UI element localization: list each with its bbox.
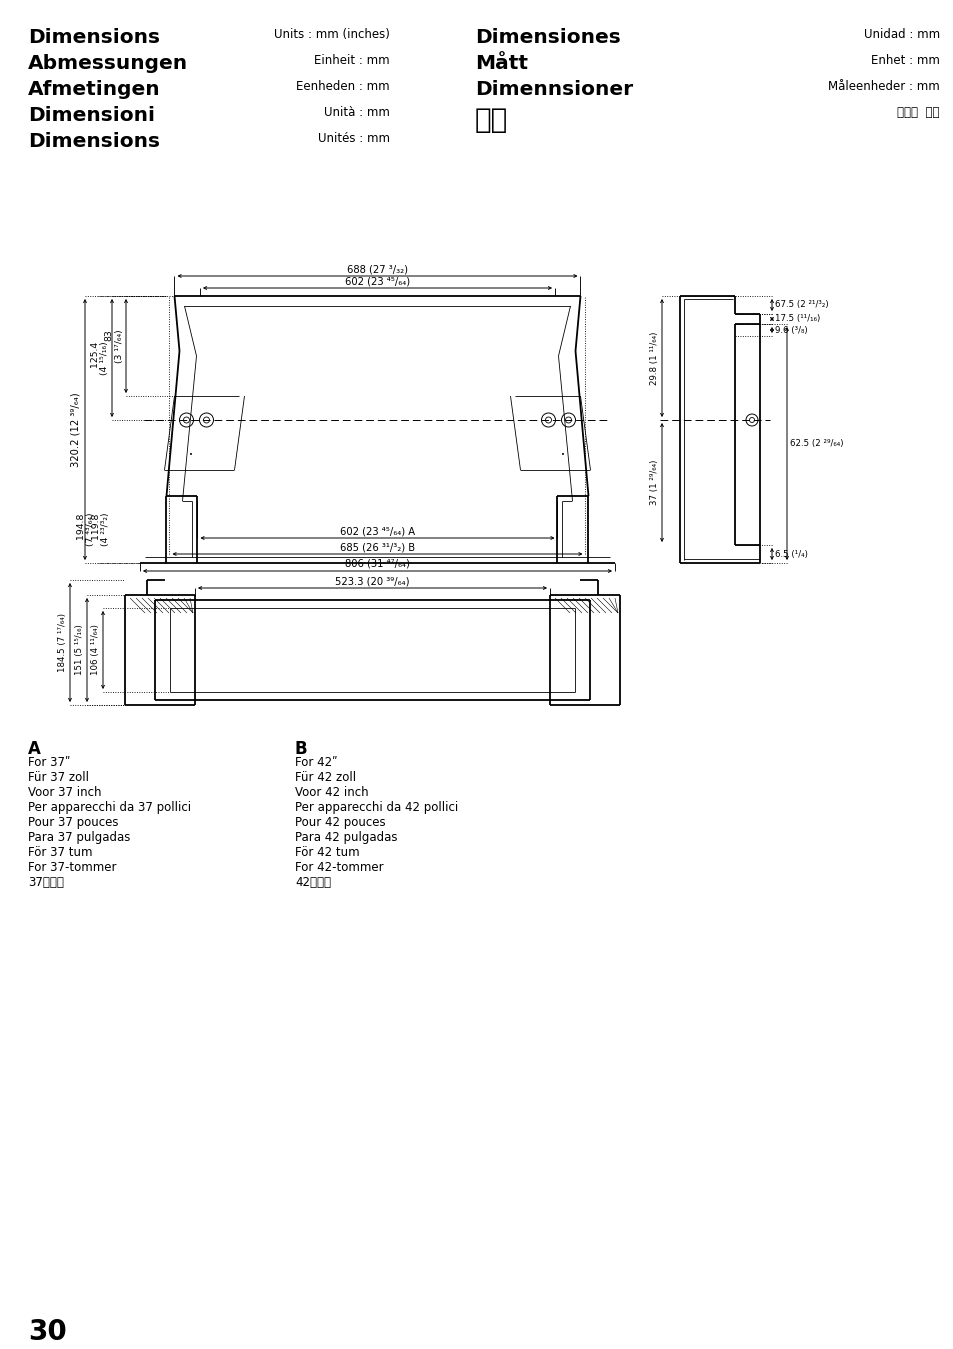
Text: Abmessungen: Abmessungen: [28, 54, 188, 73]
Text: Für 42 zoll: Für 42 zoll: [294, 772, 355, 784]
Text: 119.8
(4 ²³/³₂): 119.8 (4 ²³/³₂): [91, 513, 110, 546]
Text: Mått: Mått: [475, 54, 527, 73]
Text: Para 37 pulgadas: Para 37 pulgadas: [28, 831, 131, 844]
Text: 194.8
(7 ⁴³/₆₄): 194.8 (7 ⁴³/₆₄): [75, 513, 95, 546]
Text: Dimennsioner: Dimennsioner: [475, 80, 633, 98]
Text: Per apparecchi da 37 pollici: Per apparecchi da 37 pollici: [28, 801, 191, 813]
Text: 106 (4 ¹¹/₆₄): 106 (4 ¹¹/₆₄): [91, 625, 100, 676]
Text: 42英寸时: 42英寸时: [294, 876, 331, 889]
Text: 83
(3 ¹⁷/₆₄): 83 (3 ¹⁷/₆₄): [105, 329, 124, 363]
Text: Dimensioni: Dimensioni: [28, 107, 154, 125]
Text: •: •: [561, 452, 565, 459]
Text: För 37 tum: För 37 tum: [28, 846, 92, 859]
Text: 602 (23 ⁴⁵/₆₄): 602 (23 ⁴⁵/₆₄): [345, 277, 410, 286]
Text: Voor 42 inch: Voor 42 inch: [294, 786, 368, 799]
Text: B: B: [294, 741, 307, 758]
Text: För 42 tum: För 42 tum: [294, 846, 359, 859]
Text: 29.8 (1 ¹¹/₆₄): 29.8 (1 ¹¹/₆₄): [649, 332, 659, 384]
Text: 151 (5 ¹⁵/₁₆): 151 (5 ¹⁵/₁₆): [75, 625, 84, 676]
Text: 17.5 (¹¹/₁₆): 17.5 (¹¹/₁₆): [774, 314, 820, 324]
Text: 37 (1 ²⁹/₆₄): 37 (1 ²⁹/₆₄): [649, 460, 659, 505]
Text: 6.5 (¹/₄): 6.5 (¹/₄): [774, 549, 807, 558]
Text: Eenheden : mm: Eenheden : mm: [296, 80, 390, 93]
Text: Pour 37 pouces: Pour 37 pouces: [28, 816, 118, 830]
Text: 37英寸时: 37英寸时: [28, 876, 64, 889]
Text: Units : mm (inches): Units : mm (inches): [274, 28, 390, 40]
Text: Måleenheder : mm: Måleenheder : mm: [827, 80, 939, 93]
Text: Enhet : mm: Enhet : mm: [870, 54, 939, 67]
Text: Unidad : mm: Unidad : mm: [863, 28, 939, 40]
Text: 单位：  毫米: 单位： 毫米: [897, 107, 939, 119]
Text: For 37ʺ: For 37ʺ: [28, 755, 71, 769]
Text: Unità : mm: Unità : mm: [324, 107, 390, 119]
Text: A: A: [28, 741, 41, 758]
Text: 602 (23 ⁴⁵/₆₄) A: 602 (23 ⁴⁵/₆₄) A: [339, 526, 415, 536]
Text: 67.5 (2 ²¹/³₂): 67.5 (2 ²¹/³₂): [774, 301, 828, 309]
Text: Pour 42 pouces: Pour 42 pouces: [294, 816, 385, 830]
Text: Per apparecchi da 42 pollici: Per apparecchi da 42 pollici: [294, 801, 457, 813]
Text: For 42-tommer: For 42-tommer: [294, 861, 383, 874]
Text: •: •: [190, 452, 193, 459]
Text: For 42ʺ: For 42ʺ: [294, 755, 337, 769]
Text: 9.6 (³/₈): 9.6 (³/₈): [774, 325, 807, 335]
Text: 尺寸: 尺寸: [475, 107, 508, 134]
Text: For 37-tommer: For 37-tommer: [28, 861, 116, 874]
Text: 685 (26 ³¹/³₂) B: 685 (26 ³¹/³₂) B: [339, 542, 415, 552]
Text: Dimensions: Dimensions: [28, 28, 160, 47]
Text: Afmetingen: Afmetingen: [28, 80, 160, 98]
Text: 806 (31 ⁴⁷/₆₄): 806 (31 ⁴⁷/₆₄): [345, 558, 410, 569]
Text: Für 37 zoll: Für 37 zoll: [28, 772, 89, 784]
Text: Unités : mm: Unités : mm: [317, 132, 390, 144]
Text: 523.3 (20 ³⁹/₆₄): 523.3 (20 ³⁹/₆₄): [335, 576, 410, 585]
Text: Voor 37 inch: Voor 37 inch: [28, 786, 101, 799]
Text: 125.4
(4 ¹⁵/₁₆): 125.4 (4 ¹⁵/₁₆): [90, 341, 109, 375]
Text: Dimensiones: Dimensiones: [475, 28, 620, 47]
Text: Dimensions: Dimensions: [28, 132, 160, 151]
Text: 184.5 (7 ¹⁷/₆₄): 184.5 (7 ¹⁷/₆₄): [58, 612, 67, 672]
Text: Para 42 pulgadas: Para 42 pulgadas: [294, 831, 397, 844]
Text: Einheit : mm: Einheit : mm: [314, 54, 390, 67]
Text: 30: 30: [28, 1318, 67, 1346]
Text: 688 (27 ³/₃₂): 688 (27 ³/₃₂): [347, 264, 408, 274]
Text: 320.2 (12 ³⁹/₆₄): 320.2 (12 ³⁹/₆₄): [71, 393, 81, 467]
Text: 62.5 (2 ²⁹/₆₄): 62.5 (2 ²⁹/₆₄): [789, 438, 842, 448]
